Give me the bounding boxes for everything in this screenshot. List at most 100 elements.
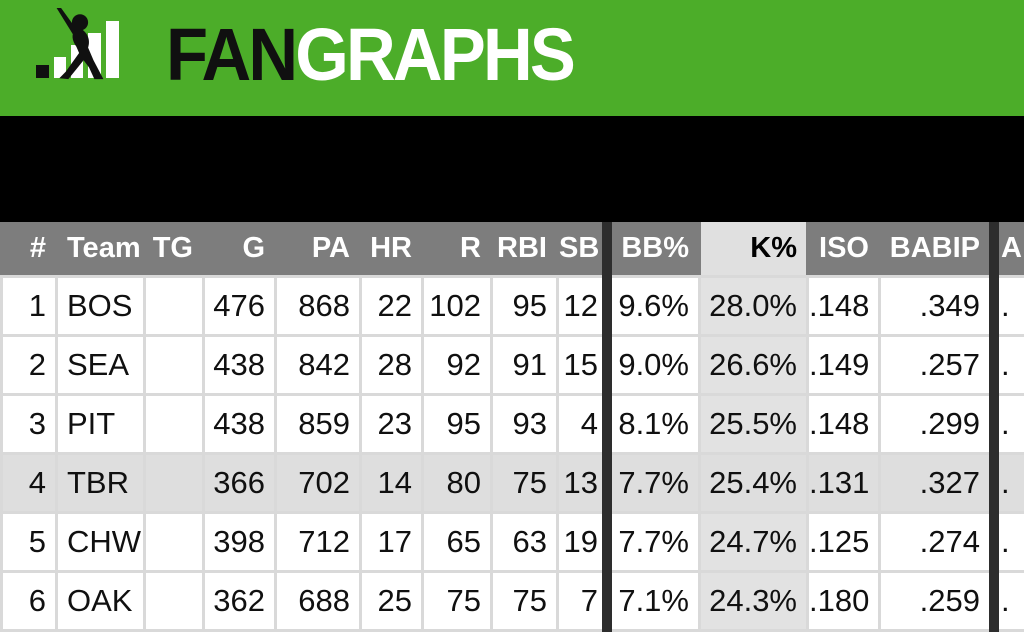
cell-k-pct: 25.5% bbox=[701, 396, 806, 452]
cell-hr: 25 bbox=[362, 573, 421, 629]
cell-babip: .327 bbox=[881, 455, 989, 511]
cell-bb-pct: 7.7% bbox=[610, 455, 698, 511]
cell-g: 476 bbox=[205, 278, 274, 334]
cell-tg bbox=[146, 337, 202, 393]
cell-sb: 19 bbox=[559, 514, 607, 570]
cell-r: 102 bbox=[424, 278, 490, 334]
fangraphs-logo[interactable]: FANGRAPHS bbox=[34, 0, 576, 116]
cell-team[interactable]: SEA bbox=[58, 337, 143, 393]
cell-iso: .180 bbox=[809, 573, 878, 629]
section-divider-left bbox=[602, 222, 612, 632]
cell-tg bbox=[146, 573, 202, 629]
cell-g: 438 bbox=[205, 396, 274, 452]
cell-r: 92 bbox=[424, 337, 490, 393]
batter-barchart-icon bbox=[34, 8, 132, 80]
cell-bb-pct: 9.6% bbox=[610, 278, 698, 334]
cell-g: 366 bbox=[205, 455, 274, 511]
table-header-row: # Team TG G PA HR R RBI SB BB% K% ISO BA… bbox=[0, 222, 1024, 275]
table-row: 2 SEA 438 842 28 92 91 15 9.0% 26.6% .149.257. bbox=[0, 337, 1024, 393]
cell-rank: 6 bbox=[3, 573, 55, 629]
header-sb[interactable]: SB bbox=[559, 232, 600, 264]
cell-babip: .349 bbox=[881, 278, 989, 334]
team-stats-table: # Team TG G PA HR R RBI SB BB% K% ISO BA… bbox=[0, 222, 1024, 632]
cell-bb-pct: 7.7% bbox=[610, 514, 698, 570]
cell-sb: 13 bbox=[559, 455, 607, 511]
header-k-pct-sorted[interactable]: K% bbox=[701, 222, 806, 275]
cell-k-pct: 28.0% bbox=[701, 278, 806, 334]
cell-babip: .259 bbox=[881, 573, 989, 629]
cell-babip: .274 bbox=[881, 514, 989, 570]
cell-iso: .131 bbox=[809, 455, 878, 511]
cell-r: 75 bbox=[424, 573, 490, 629]
site-header: FANGRAPHS bbox=[0, 0, 1024, 116]
cell-hr: 28 bbox=[362, 337, 421, 393]
header-r[interactable]: R bbox=[460, 232, 481, 264]
cell-hr: 23 bbox=[362, 396, 421, 452]
cell-rbi: 95 bbox=[493, 278, 556, 334]
cell-rbi: 63 bbox=[493, 514, 556, 570]
header-hr[interactable]: HR bbox=[370, 232, 412, 264]
cell-rank: 1 bbox=[3, 278, 55, 334]
cell-tg bbox=[146, 396, 202, 452]
cell-team[interactable]: OAK bbox=[58, 573, 143, 629]
cell-bb-pct: 9.0% bbox=[610, 337, 698, 393]
header-babip[interactable]: BABIP bbox=[889, 232, 980, 264]
cell-pa: 842 bbox=[277, 337, 359, 393]
cell-rbi: 91 bbox=[493, 337, 556, 393]
header-bb-pct[interactable]: BB% bbox=[621, 232, 689, 264]
table-row: 5 CHW 398 712 17 65 63 19 7.7% 24.7% .125.274. bbox=[0, 514, 1024, 570]
cell-sb: 15 bbox=[559, 337, 607, 393]
cell-sb: 4 bbox=[559, 396, 607, 452]
cell-rank: 3 bbox=[3, 396, 55, 452]
cell-team[interactable]: BOS bbox=[58, 278, 143, 334]
cell-bb-pct: 7.1% bbox=[610, 573, 698, 629]
cell-bb-pct: 8.1% bbox=[610, 396, 698, 452]
cell-team[interactable]: CHW bbox=[58, 514, 143, 570]
cell-tg bbox=[146, 278, 202, 334]
cell-iso: .149 bbox=[809, 337, 878, 393]
cell-hr: 14 bbox=[362, 455, 421, 511]
cell-rank: 2 bbox=[3, 337, 55, 393]
header-pa[interactable]: PA bbox=[311, 232, 350, 264]
logo-wordmark: FANGRAPHS bbox=[166, 13, 576, 96]
cell-iso: .148 bbox=[809, 278, 878, 334]
table-row: 4 TBR 366 702 14 80 75 13 7.7% 25.4% .131.327. bbox=[0, 455, 1024, 511]
cell-r: 95 bbox=[424, 396, 490, 452]
header-iso[interactable]: ISO bbox=[819, 232, 869, 264]
cell-babip: .257 bbox=[881, 337, 989, 393]
cell-pa: 702 bbox=[277, 455, 359, 511]
cell-r: 65 bbox=[424, 514, 490, 570]
header-g[interactable]: G bbox=[242, 232, 265, 264]
cell-tg bbox=[146, 455, 202, 511]
header-avg-partial[interactable]: A bbox=[1001, 232, 1022, 264]
cell-pa: 859 bbox=[277, 396, 359, 452]
header-rbi[interactable]: RBI bbox=[497, 232, 547, 264]
table-row: 3 PIT 438 859 23 95 93 4 8.1% 25.5% .148.299. bbox=[0, 396, 1024, 452]
cell-k-pct: 24.7% bbox=[701, 514, 806, 570]
cell-pa: 688 bbox=[277, 573, 359, 629]
header-team[interactable]: Team bbox=[67, 232, 141, 264]
cell-g: 438 bbox=[205, 337, 274, 393]
logo-graphs-text: GRAPHS bbox=[295, 13, 575, 96]
cell-team[interactable]: PIT bbox=[58, 396, 143, 452]
cell-k-pct: 25.4% bbox=[701, 455, 806, 511]
table-body: 1 BOS 476 868 22 102 95 12 9.6% 28.0% .148.349. 2 SE… bbox=[0, 278, 1024, 629]
header-rank[interactable]: # bbox=[29, 232, 46, 264]
header-tg[interactable]: TG bbox=[152, 232, 193, 264]
nav-bar bbox=[0, 116, 1024, 329]
table-row: 1 BOS 476 868 22 102 95 12 9.6% 28.0% .148.349. bbox=[0, 278, 1024, 334]
cell-rank: 4 bbox=[3, 455, 55, 511]
cell-tg bbox=[146, 514, 202, 570]
section-divider-right bbox=[989, 222, 999, 632]
cell-hr: 17 bbox=[362, 514, 421, 570]
cell-iso: .148 bbox=[809, 396, 878, 452]
cell-hr: 22 bbox=[362, 278, 421, 334]
cell-babip: .299 bbox=[881, 396, 989, 452]
cell-k-pct: 26.6% bbox=[701, 337, 806, 393]
cell-rbi: 75 bbox=[493, 455, 556, 511]
cell-team[interactable]: TBR bbox=[58, 455, 143, 511]
cell-pa: 868 bbox=[277, 278, 359, 334]
cell-g: 398 bbox=[205, 514, 274, 570]
cell-k-pct: 24.3% bbox=[701, 573, 806, 629]
cell-g: 362 bbox=[205, 573, 274, 629]
